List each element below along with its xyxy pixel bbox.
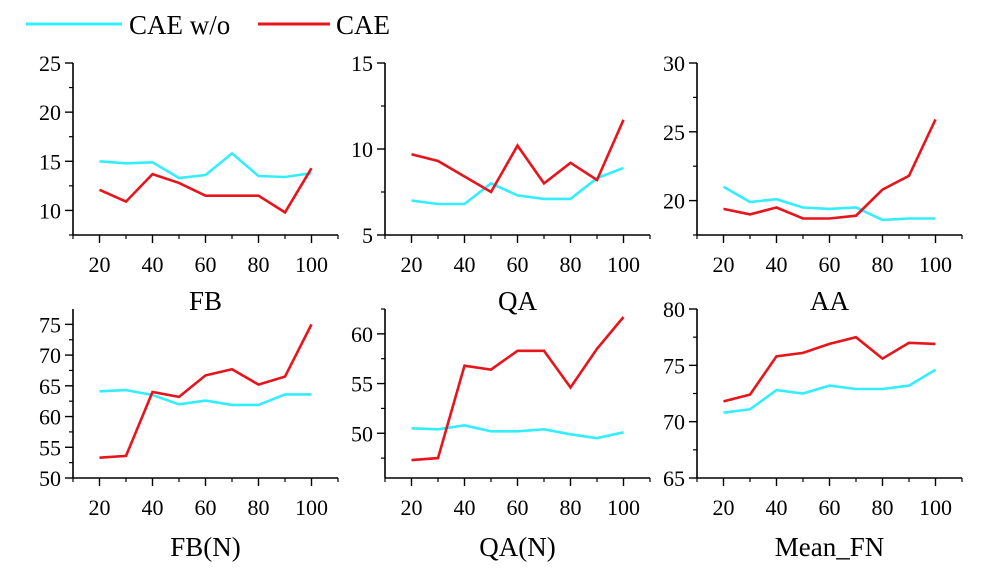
- x-tick-label: 40: [142, 495, 164, 520]
- subplot-1: 10 15 20 25 20 40 60 80 100 FB: [39, 51, 339, 316]
- x-tick-label: 40: [454, 252, 476, 277]
- legend-label-cae-wo: CAE w/o: [129, 10, 230, 40]
- series-line-cae-wo: [723, 368, 937, 414]
- subplot-6: 65 70 75 80 20 40 60 80 100 Mean_FN: [663, 297, 963, 562]
- series-line-cae: [723, 118, 937, 220]
- y-tick-label: 5: [362, 223, 373, 248]
- series-line-cae: [723, 335, 936, 403]
- x-tick-label: 60: [195, 495, 217, 520]
- x-tick-label: 20: [401, 252, 423, 277]
- legend-label-cae: CAE: [336, 10, 390, 40]
- y-tick-label: 75: [663, 353, 685, 378]
- x-axis-label: FB: [189, 286, 222, 316]
- subplot-3: 20 25 30 20 40 60 80 100 AA: [663, 51, 963, 316]
- y-tick-label: 15: [39, 149, 61, 174]
- x-tick-label: 100: [919, 252, 952, 277]
- x-tick-label: 40: [142, 252, 164, 277]
- subplot-4: 50 55 60 65 70 75 20 40 60 80 100 FB(N): [39, 309, 339, 562]
- y-tick-label: 50: [351, 421, 373, 446]
- x-tick-label: 80: [560, 495, 582, 520]
- y-tick-label: 25: [39, 51, 61, 76]
- x-tick-label: 80: [248, 252, 270, 277]
- y-tick-label: 70: [663, 410, 685, 435]
- y-tick-label: 20: [39, 100, 61, 125]
- x-tick-label: 80: [872, 252, 894, 277]
- x-tick-label: 40: [766, 495, 788, 520]
- x-axis-label: QA: [498, 286, 537, 316]
- series-line-cae-wo: [99, 151, 312, 180]
- series-line-cae-wo: [722, 185, 936, 222]
- x-tick-label: 60: [819, 252, 841, 277]
- series-line-cae: [411, 119, 625, 194]
- y-tick-label: 65: [39, 374, 61, 399]
- x-tick-label: 80: [872, 495, 894, 520]
- y-tick-label: 55: [351, 372, 373, 397]
- x-tick-label: 20: [89, 495, 111, 520]
- x-tick-label: 100: [607, 495, 640, 520]
- series-line-cae: [98, 167, 313, 215]
- y-tick-label: 55: [39, 435, 61, 460]
- y-tick-label: 50: [39, 466, 61, 491]
- x-tick-label: 40: [766, 252, 788, 277]
- series-line-cae-wo: [99, 388, 312, 407]
- x-tick-label: 100: [607, 252, 640, 277]
- y-tick-label: 30: [663, 51, 685, 76]
- series-line-cae: [411, 316, 625, 462]
- y-tick-label: 65: [663, 466, 685, 491]
- x-tick-label: 20: [89, 252, 111, 277]
- x-tick-label: 60: [195, 252, 217, 277]
- x-tick-label: 40: [454, 495, 476, 520]
- x-tick-label: 60: [507, 495, 529, 520]
- x-tick-label: 80: [560, 252, 582, 277]
- x-axis-label: QA(N): [479, 532, 555, 562]
- x-axis-label: FB(N): [170, 532, 241, 562]
- x-tick-label: 100: [295, 495, 328, 520]
- y-tick-label: 60: [351, 322, 373, 347]
- x-tick-label: 60: [507, 252, 529, 277]
- y-tick-label: 10: [39, 198, 61, 223]
- x-tick-label: 80: [248, 495, 270, 520]
- x-tick-label: 20: [713, 495, 735, 520]
- legend: CAE w/o CAE: [26, 10, 390, 40]
- y-tick-label: 15: [351, 51, 373, 76]
- subplot-5: 50 55 60 20 40 60 80 100 QA(N): [351, 308, 651, 562]
- series-line-cae-wo: [411, 166, 624, 206]
- x-tick-label: 100: [295, 252, 328, 277]
- series-line-cae: [99, 323, 313, 459]
- x-axis-label: AA: [810, 286, 849, 316]
- y-tick-label: 20: [663, 189, 685, 214]
- x-tick-label: 60: [819, 495, 841, 520]
- y-tick-label: 70: [39, 343, 61, 368]
- y-tick-label: 60: [39, 405, 61, 430]
- x-axis-label: Mean_FN: [775, 532, 885, 562]
- y-tick-label: 10: [351, 137, 373, 162]
- y-tick-label: 75: [39, 312, 61, 337]
- subplot-2: 5 10 15 20 40 60 80 100 QA: [351, 51, 651, 316]
- y-tick-label: 25: [663, 120, 685, 145]
- x-tick-label: 20: [713, 252, 735, 277]
- y-tick-label: 80: [663, 297, 685, 322]
- subplot-grid: 10 15 20 25 20 40 60 80 100 FB 5 10 15 20 40 60 80 100 QA 2…: [39, 51, 963, 562]
- x-tick-label: 20: [401, 495, 423, 520]
- x-tick-label: 100: [919, 495, 952, 520]
